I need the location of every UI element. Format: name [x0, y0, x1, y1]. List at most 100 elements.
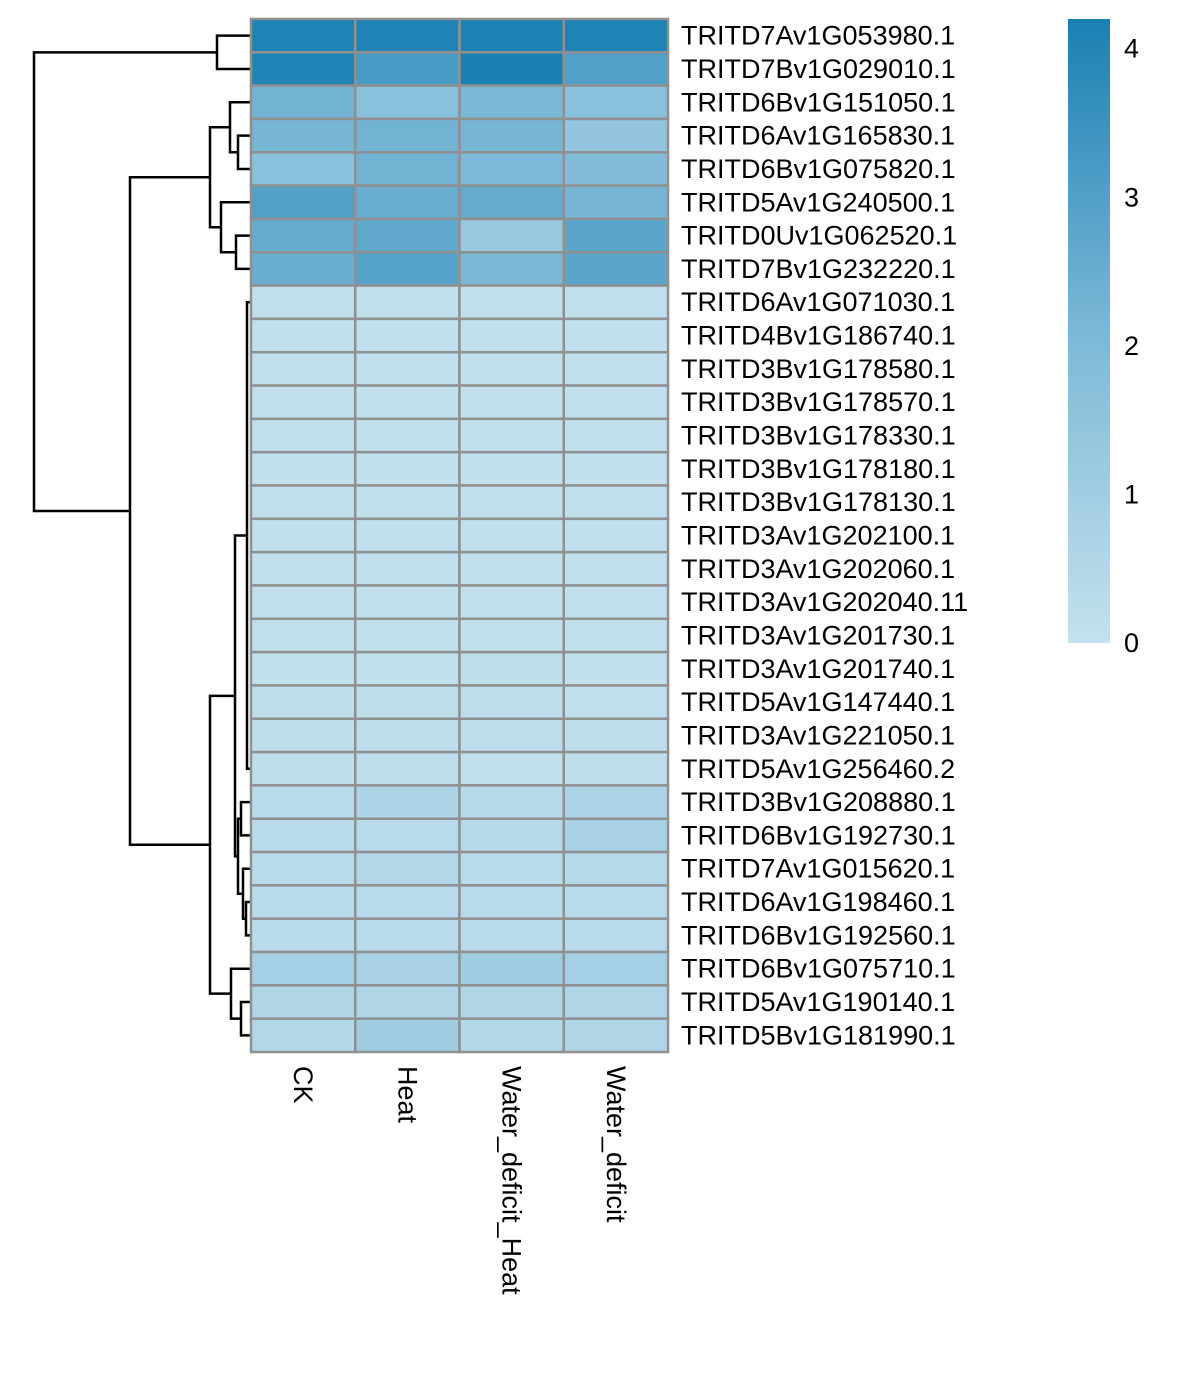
heatmap-cell	[458, 251, 565, 287]
heatmap-cell	[354, 517, 461, 554]
heatmap-cell	[354, 917, 461, 954]
heatmap-cell	[458, 784, 565, 820]
heatmap-cell	[562, 484, 670, 521]
heatmap-cell	[249, 484, 357, 521]
heatmap-cell	[249, 317, 357, 354]
heatmap-cell	[458, 17, 565, 54]
heatmap-cell	[249, 51, 357, 87]
heatmap-cell	[249, 917, 357, 954]
heatmap-cell	[562, 750, 670, 787]
heatmap-cell	[458, 51, 565, 87]
heatmap-cell	[354, 617, 461, 654]
row-label: TRITD7Bv1G232220.1	[681, 254, 956, 284]
heatmap-cell	[562, 251, 670, 287]
heatmap-cell	[562, 317, 670, 354]
heatmap-cell	[354, 417, 461, 454]
column-label: Water_deficit_Heat	[497, 1066, 527, 1295]
heatmap-cell	[562, 584, 670, 621]
heatmap-cell	[458, 1017, 565, 1054]
dendrogram-branch	[239, 800, 250, 837]
heatmap-cell	[562, 284, 670, 321]
heatmap-cell	[249, 950, 357, 987]
heatmap-cell	[562, 1017, 670, 1054]
heatmap-cell	[249, 284, 357, 321]
row-label: TRITD3Bv1G178130.1	[681, 487, 956, 517]
row-label: TRITD6Bv1G075710.1	[681, 954, 956, 984]
dendrogram-branch	[236, 134, 250, 171]
heatmap-cell	[249, 184, 357, 221]
heatmap-cell	[249, 784, 357, 820]
heatmap-cell	[458, 750, 565, 787]
heatmap-cell	[458, 850, 565, 887]
legend-tick-label: 3	[1124, 182, 1139, 212]
heatmap-cell	[354, 750, 461, 787]
heatmap-cell	[562, 850, 670, 887]
legend-color-bar	[1068, 19, 1110, 643]
heatmap-cell	[354, 317, 461, 354]
row-dendrogram	[32, 34, 250, 1037]
heatmap-cell	[562, 650, 670, 687]
row-label: TRITD0Uv1G062520.1	[681, 221, 957, 251]
heatmap-cells	[249, 17, 670, 1054]
dendrogram-branch	[244, 900, 250, 937]
heatmap-cell	[562, 84, 670, 121]
heatmap-cell	[562, 450, 670, 487]
dendrogram-branch	[128, 176, 210, 847]
heatmap-cell	[562, 184, 670, 221]
row-label: TRITD6Bv1G151050.1	[681, 87, 956, 117]
row-label: TRITD3Bv1G178330.1	[681, 421, 956, 451]
heatmap-cell	[249, 550, 357, 587]
heatmap-cell	[562, 684, 670, 721]
heatmap-cell	[458, 117, 565, 154]
heatmap-cell	[249, 251, 357, 287]
legend-tick-label: 0	[1124, 628, 1139, 658]
heatmap-cell	[249, 584, 357, 621]
heatmap-cell	[249, 417, 357, 454]
heatmap-cell	[354, 484, 461, 521]
row-label: TRITD5Av1G147440.1	[681, 687, 955, 717]
heatmap-cell	[354, 850, 461, 887]
heatmap-cell	[458, 84, 565, 121]
heatmap-cell	[458, 384, 565, 421]
heatmap-cell	[354, 717, 461, 754]
row-label: TRITD3Bv1G178180.1	[681, 454, 956, 484]
legend-tick-label: 4	[1124, 34, 1139, 64]
heatmap-cell	[562, 217, 670, 254]
heatmap-cell	[354, 684, 461, 721]
heatmap-cell	[458, 617, 565, 654]
heatmap-cell	[562, 117, 670, 154]
heatmap-cell	[458, 550, 565, 587]
heatmap-cell	[354, 217, 461, 254]
heatmap-cell	[354, 117, 461, 154]
row-label: TRITD4Bv1G186740.1	[681, 321, 956, 351]
heatmap-cell	[249, 684, 357, 721]
heatmap-cell	[354, 817, 461, 854]
heatmap-cell	[458, 284, 565, 321]
heatmap-cell	[249, 750, 357, 787]
heatmap-cell	[458, 884, 565, 920]
heatmap-cell	[458, 417, 565, 454]
heatmap-cell	[562, 51, 670, 87]
heatmap-cell	[249, 817, 357, 854]
heatmap-cell	[354, 251, 461, 287]
heatmap-cell	[562, 151, 670, 187]
heatmap-cell	[249, 717, 357, 754]
heatmap-cell	[458, 950, 565, 987]
row-label: TRITD6Av1G071030.1	[681, 287, 955, 317]
heatmap-cell	[249, 650, 357, 687]
row-label: TRITD6Av1G198460.1	[681, 887, 955, 917]
row-label: TRITD5Av1G190140.1	[681, 987, 955, 1017]
heatmap-cell	[354, 151, 461, 187]
heatmap-cell	[249, 384, 357, 421]
heatmap-cell	[562, 884, 670, 920]
heatmap-cell	[249, 84, 357, 121]
heatmap-cell	[458, 317, 565, 354]
row-label: TRITD5Av1G256460.2	[681, 754, 955, 784]
column-labels: CK Heat Water_deficit_Heat Water_deficit	[288, 1066, 631, 1295]
row-label: TRITD3Bv1G178570.1	[681, 387, 956, 417]
heatmap-cell	[354, 84, 461, 121]
heatmap-cell	[458, 184, 565, 221]
row-label: TRITD7Av1G015620.1	[681, 854, 955, 884]
row-label: TRITD3Av1G221050.1	[681, 720, 955, 750]
heatmap-cell	[458, 817, 565, 854]
